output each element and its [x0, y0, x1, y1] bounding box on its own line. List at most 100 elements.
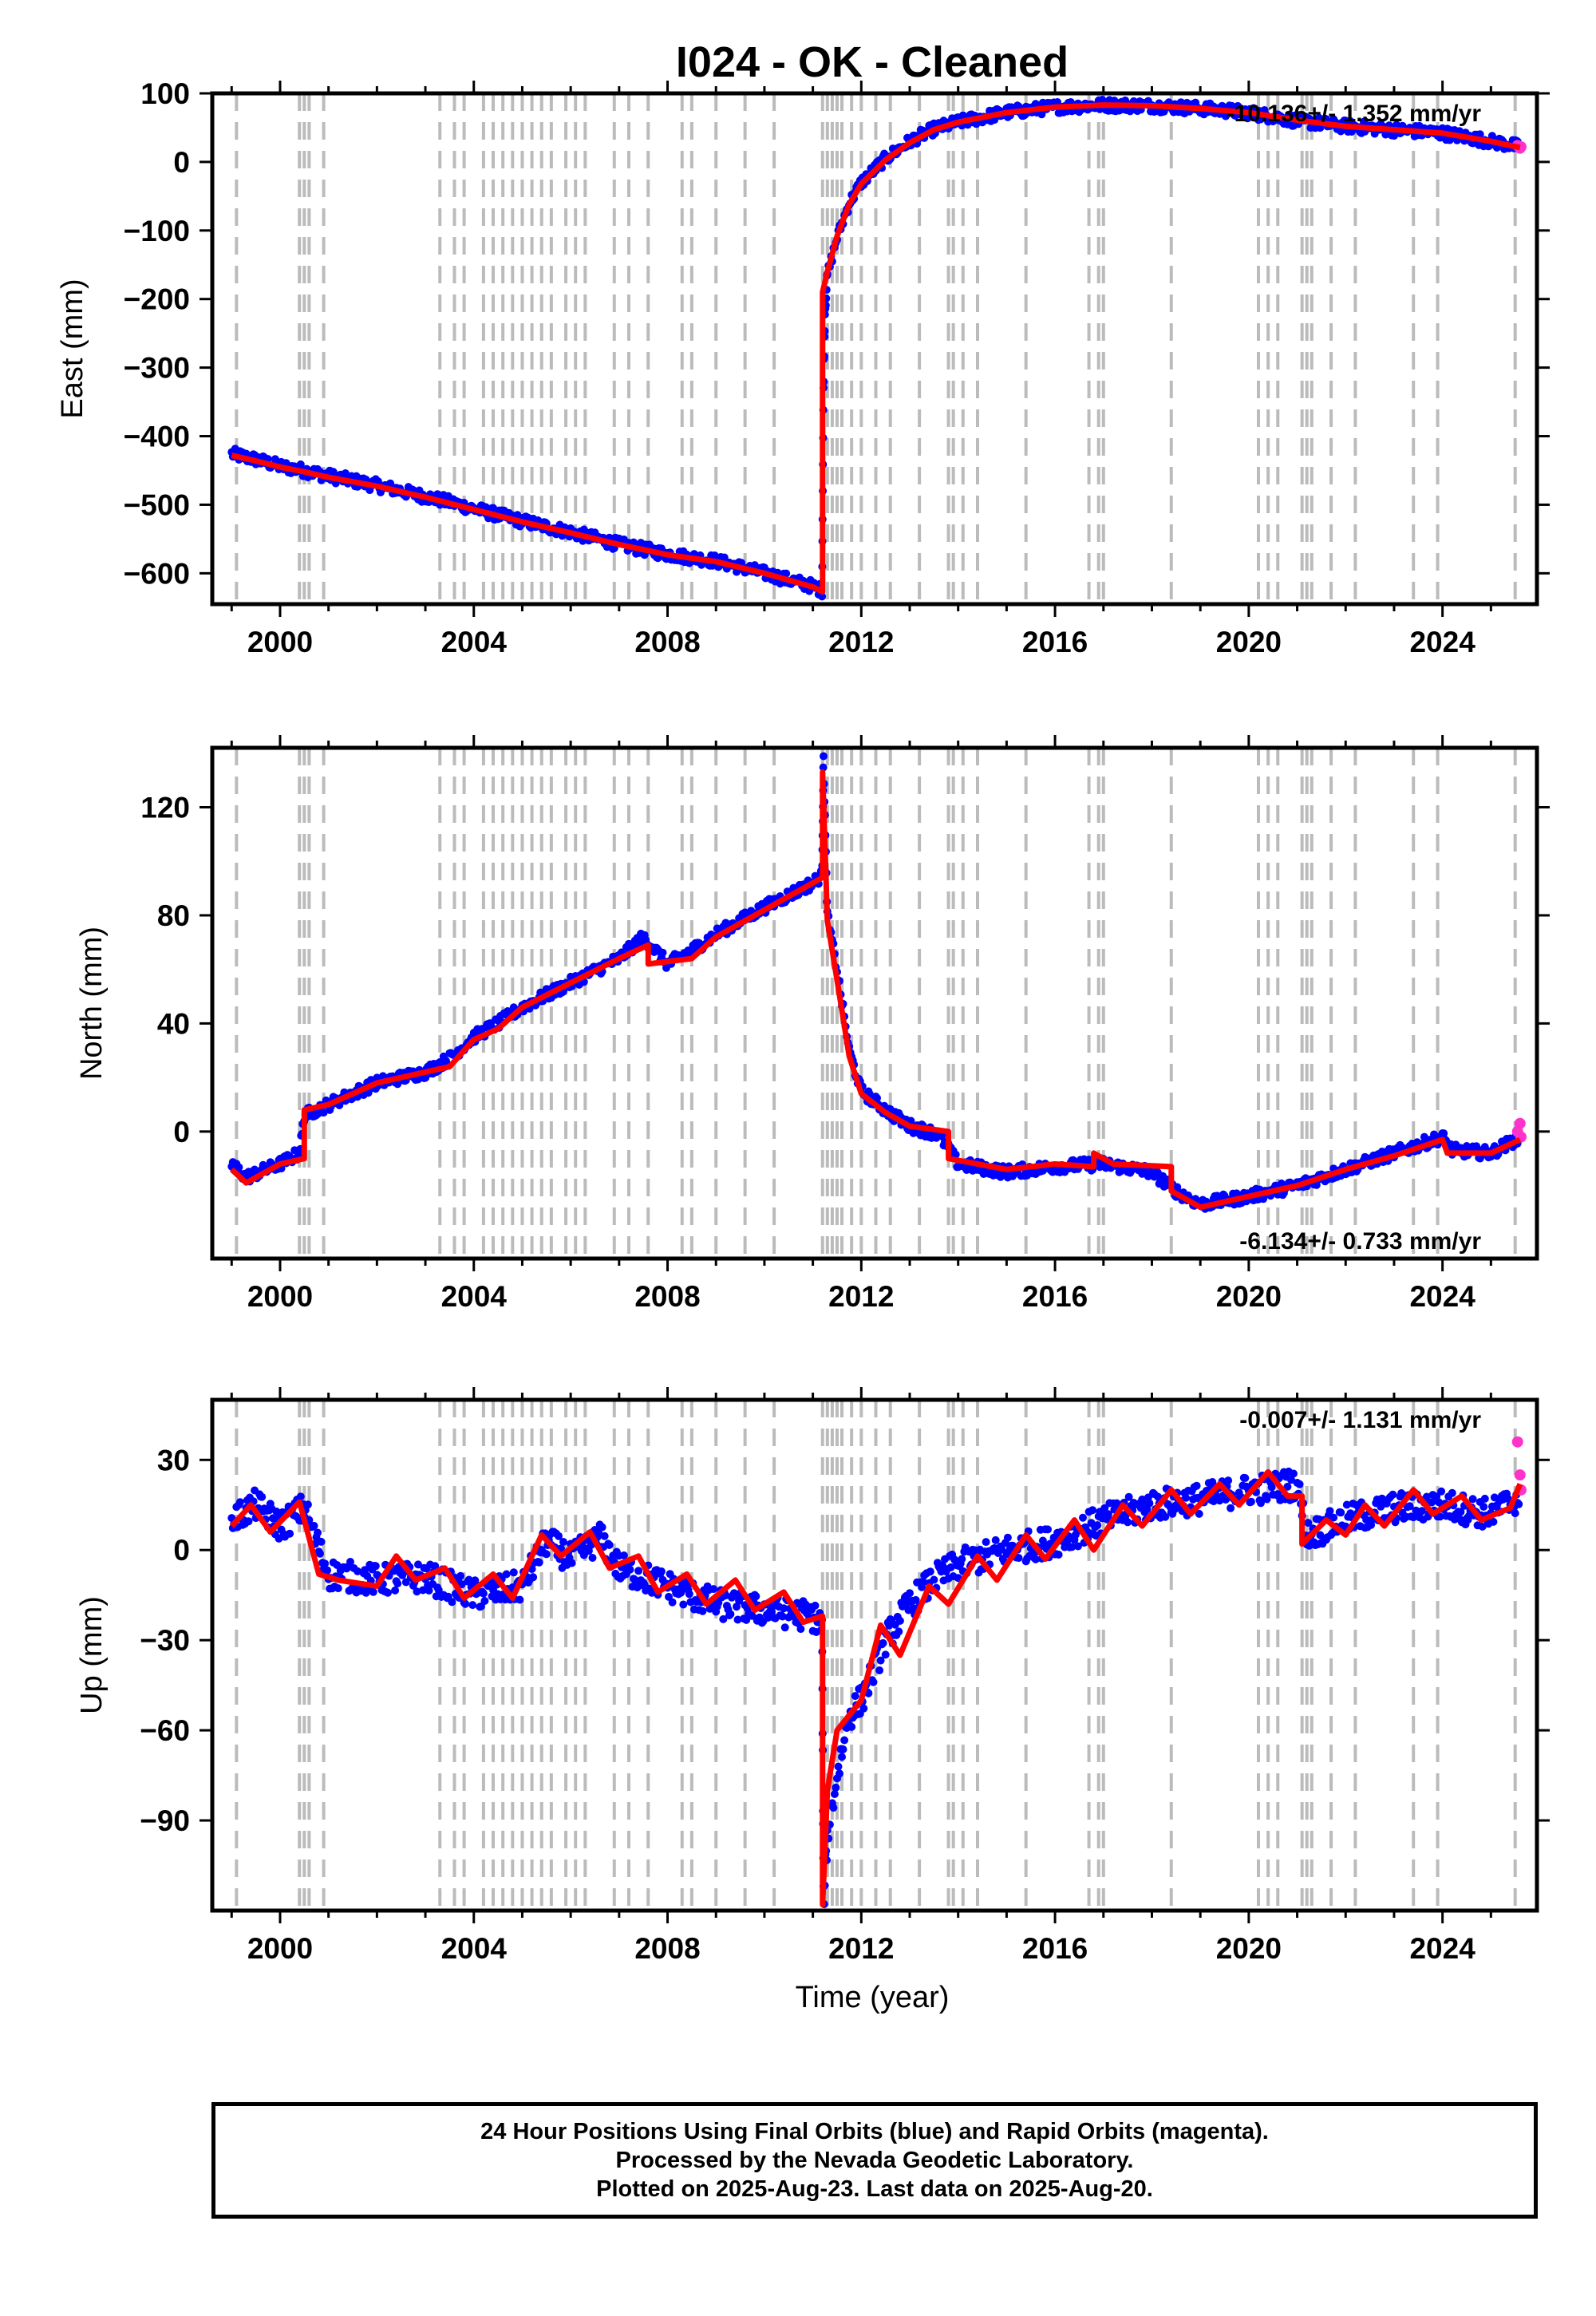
panel-up: 2000 2004 2008 2012 2016 2020 2024 30 0 −30 −60 −90…: [75, 1387, 1550, 1965]
final-point: [1476, 130, 1484, 139]
final-point: [782, 569, 791, 578]
model-line: [229, 1468, 1523, 1907]
final-point: [413, 1587, 421, 1596]
final-point: [1437, 1487, 1446, 1496]
final-point: [319, 1109, 328, 1117]
final-point: [946, 1563, 955, 1571]
final-point: [982, 1538, 990, 1547]
footer-line-3: Plotted on 2025-Aug-23. Last data on 202…: [596, 2176, 1153, 2202]
final-point: [555, 1531, 563, 1540]
final-point: [1031, 1555, 1040, 1563]
y-axis-label: East (mm): [56, 279, 89, 418]
final-point: [1489, 1517, 1498, 1526]
final-point: [605, 1540, 614, 1549]
final-point: [830, 1790, 839, 1798]
final-point: [1440, 1129, 1448, 1138]
y-tick-label: 40: [157, 1007, 190, 1040]
final-point: [811, 1601, 820, 1610]
final-point: [1257, 1499, 1265, 1508]
final-point: [839, 1745, 847, 1753]
final-point: [448, 1598, 456, 1607]
final-point: [742, 1615, 751, 1624]
final-point: [235, 1163, 243, 1172]
x-tick-label: 2012: [828, 1932, 894, 1965]
final-point: [840, 1736, 849, 1745]
y-tick-label: 30: [157, 1444, 190, 1476]
final-point: [768, 1602, 777, 1611]
final-point: [679, 1600, 688, 1609]
x-tick-label: 2024: [1409, 626, 1476, 658]
final-point: [1515, 1500, 1523, 1508]
final-point: [303, 1500, 312, 1509]
final-point: [780, 1623, 789, 1632]
model-line: [231, 102, 1521, 595]
final-point: [926, 1567, 934, 1576]
y-tick-label: −60: [140, 1714, 190, 1747]
final-point: [834, 1762, 843, 1771]
final-point: [709, 1585, 718, 1594]
x-tick-label: 2000: [247, 1932, 313, 1965]
final-point: [875, 1666, 884, 1674]
final-point: [869, 1678, 878, 1686]
final-point: [1295, 1480, 1304, 1488]
final-point: [1112, 1499, 1121, 1508]
final-point: [720, 553, 729, 562]
final-point: [481, 503, 490, 512]
final-point: [1362, 1516, 1371, 1524]
y-tick-label: −300: [124, 352, 190, 385]
final-point: [384, 1588, 392, 1597]
final-point: [431, 1562, 440, 1571]
x-tick-label: 2016: [1022, 1932, 1088, 1965]
final-point: [1312, 1180, 1321, 1189]
final-point: [647, 1588, 656, 1597]
final-point: [1456, 1508, 1465, 1516]
final-point: [847, 1722, 856, 1731]
final-point: [1182, 1493, 1190, 1502]
x-tick-label: 2008: [634, 1932, 700, 1965]
final-point: [529, 1573, 538, 1582]
x-axis-label: Time (year): [796, 1981, 950, 2014]
y-tick-label: 100: [140, 77, 190, 110]
final-point: [1337, 1508, 1345, 1517]
final-point: [1325, 1507, 1334, 1516]
final-point: [323, 1566, 332, 1575]
final-point: [588, 1554, 597, 1562]
final-point: [1073, 1542, 1082, 1551]
y-tick-label: 80: [157, 899, 190, 932]
final-point: [1283, 1482, 1292, 1491]
y-tick-label: 0: [173, 1534, 190, 1567]
final-point: [1436, 1512, 1444, 1521]
final-point: [726, 1610, 735, 1618]
final-point: [881, 1650, 890, 1659]
final-point: [1192, 1481, 1201, 1490]
final-point: [1124, 1492, 1133, 1501]
final-point: [361, 1566, 369, 1575]
final-point: [317, 1537, 326, 1546]
footer-line-1: 24 Hour Positions Using Final Orbits (bl…: [480, 2119, 1269, 2144]
final-point: [509, 1568, 518, 1577]
final-point: [1389, 1490, 1397, 1499]
final-point: [1479, 1503, 1488, 1511]
final-point: [836, 1769, 843, 1778]
x-tick-label: 2020: [1216, 626, 1282, 658]
final-point: [316, 1549, 324, 1558]
final-point: [819, 763, 828, 772]
final-point: [1100, 1504, 1109, 1512]
rate-annotation: -6.134+/- 0.733 mm/yr: [1239, 1228, 1481, 1255]
final-point: [468, 1601, 477, 1610]
plot-frame: [210, 91, 1539, 607]
final-point: [1003, 1533, 1012, 1542]
final-point: [1154, 1492, 1163, 1501]
final-point: [1468, 1495, 1477, 1504]
final-point: [930, 1575, 938, 1584]
x-tick-label: 2024: [1409, 1280, 1476, 1313]
final-point: [918, 1578, 927, 1587]
final-point: [698, 1607, 707, 1615]
final-point: [542, 1550, 551, 1559]
x-tick-label: 2016: [1022, 1280, 1088, 1313]
final-point: [414, 1560, 422, 1569]
final-point: [310, 1521, 318, 1530]
final-point: [1445, 136, 1454, 144]
x-tick-label: 2004: [441, 1280, 508, 1313]
